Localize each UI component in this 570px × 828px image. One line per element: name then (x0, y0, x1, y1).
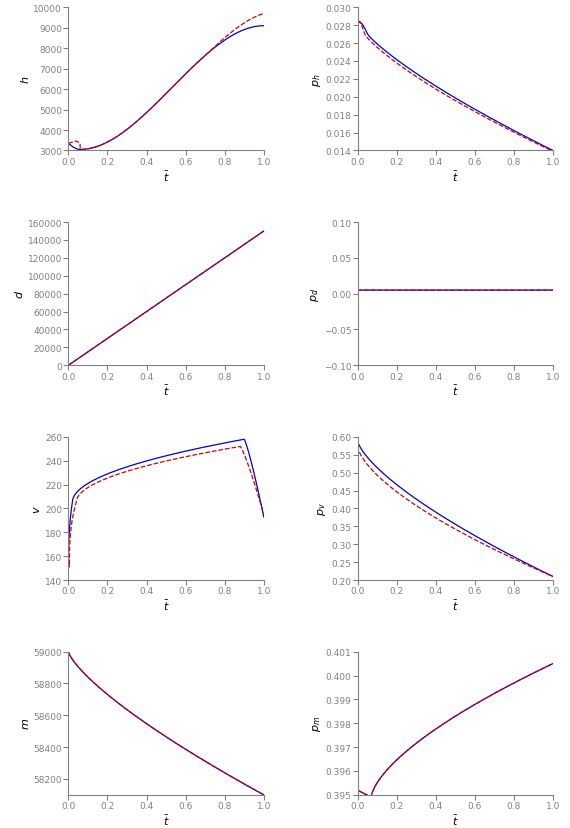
Y-axis label: $d$: $d$ (13, 290, 25, 299)
X-axis label: $\bar{t}$: $\bar{t}$ (162, 813, 169, 827)
X-axis label: $\bar{t}$: $\bar{t}$ (452, 599, 459, 613)
X-axis label: $\bar{t}$: $\bar{t}$ (162, 599, 169, 613)
X-axis label: $\bar{t}$: $\bar{t}$ (452, 169, 459, 184)
Y-axis label: $h$: $h$ (19, 75, 31, 84)
X-axis label: $\bar{t}$: $\bar{t}$ (162, 384, 169, 398)
Y-axis label: $v$: $v$ (32, 504, 42, 513)
Y-axis label: $p_v$: $p_v$ (316, 502, 328, 516)
X-axis label: $\bar{t}$: $\bar{t}$ (162, 169, 169, 184)
X-axis label: $\bar{t}$: $\bar{t}$ (452, 813, 459, 827)
Y-axis label: $p_h$: $p_h$ (311, 73, 323, 86)
X-axis label: $\bar{t}$: $\bar{t}$ (452, 384, 459, 398)
Y-axis label: $m$: $m$ (21, 717, 31, 729)
Y-axis label: $p_d$: $p_d$ (309, 287, 321, 301)
Y-axis label: $p_m$: $p_m$ (311, 715, 323, 731)
